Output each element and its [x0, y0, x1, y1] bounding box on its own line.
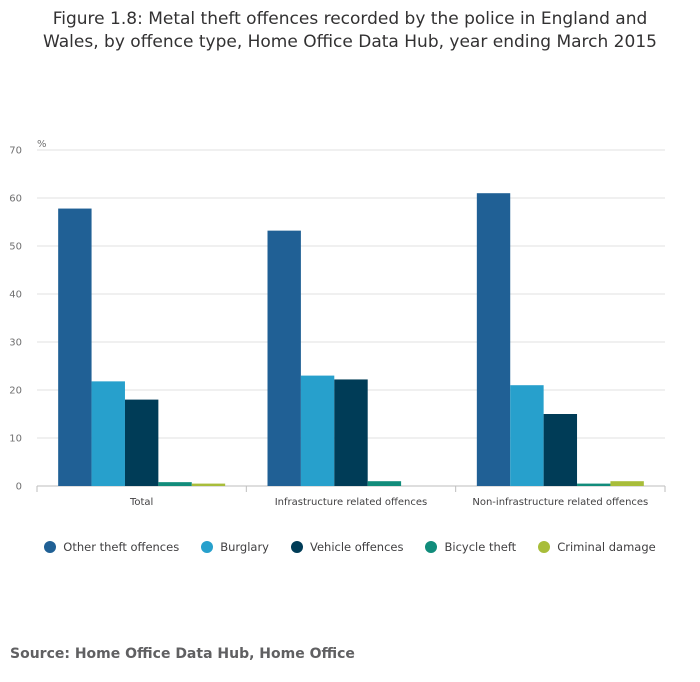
legend-swatch — [538, 541, 551, 553]
legend-label: Other theft offences — [63, 540, 180, 554]
y-tick-label: 60 — [9, 194, 22, 205]
bar-other-theft-offences-0 — [58, 208, 92, 486]
bar-vehicle-offences-1 — [334, 379, 368, 486]
y-tick-label: 50 — [9, 242, 22, 253]
legend-label: Bicycle theft — [444, 540, 517, 554]
bar-burglary-0 — [91, 381, 125, 486]
bar-bicycle-theft-1 — [367, 481, 402, 486]
bar-burglary-2 — [510, 385, 544, 486]
y-tick-label: 0 — [16, 482, 22, 493]
y-tick-label: 40 — [9, 290, 22, 301]
bar-criminal-damage-2 — [610, 481, 644, 486]
bar-other-theft-offences-1 — [267, 230, 301, 486]
y-tick-label: 70 — [9, 146, 22, 157]
legend-swatch — [201, 541, 214, 553]
bar-chart: % 0 10 20 30 40 50 60 70 Total Infrastructure rela… — [9, 139, 666, 508]
legend-item-burglary: Burglary — [201, 540, 269, 554]
bar-burglary-1 — [300, 375, 335, 486]
legend-label: Burglary — [220, 540, 269, 554]
y-tick-label: 30 — [9, 338, 22, 349]
legend-label: Vehicle offences — [309, 540, 404, 554]
y-axis-label: % — [37, 139, 47, 150]
x-category-label: Non-infrastructure related offences — [472, 497, 648, 508]
legend-swatch — [44, 541, 57, 553]
y-tick-label: 20 — [9, 386, 22, 397]
bar-vehicle-offences-0 — [124, 399, 159, 486]
legend-swatch — [425, 541, 438, 553]
legend-item-bicycle-theft: Bicycle theft — [425, 540, 516, 554]
chart-legend: Other theft offences Burglary Vehicle offe… — [0, 540, 700, 554]
legend-item-criminal-damage: Criminal damage — [538, 540, 656, 554]
source-note: Source: Home Office Data Hub, Home Offic… — [10, 646, 355, 662]
x-category-label: Total — [129, 497, 153, 508]
bar-criminal-damage-0 — [191, 483, 226, 486]
legend-item-other-theft-offences: Other theft offences — [44, 540, 179, 554]
bar-other-theft-offences-2 — [476, 193, 511, 486]
legend-label: Criminal damage — [557, 540, 656, 554]
chart-title-line-2: Wales, by offence type, Home Office Data… — [43, 32, 657, 52]
bar-bicycle-theft-0 — [158, 482, 192, 486]
legend-swatch — [290, 541, 303, 553]
chart-title: Figure 1.8: Metal theft offences recorde… — [20, 8, 680, 54]
bar-bicycle-theft-2 — [577, 483, 611, 486]
legend-item-vehicle-offences: Vehicle offences — [290, 540, 404, 554]
bar-vehicle-offences-2 — [543, 414, 578, 486]
x-category-label: Infrastructure related offences — [275, 497, 428, 508]
y-tick-label: 10 — [9, 434, 22, 445]
chart-title-line-1: Figure 1.8: Metal theft offences recorde… — [52, 9, 648, 29]
